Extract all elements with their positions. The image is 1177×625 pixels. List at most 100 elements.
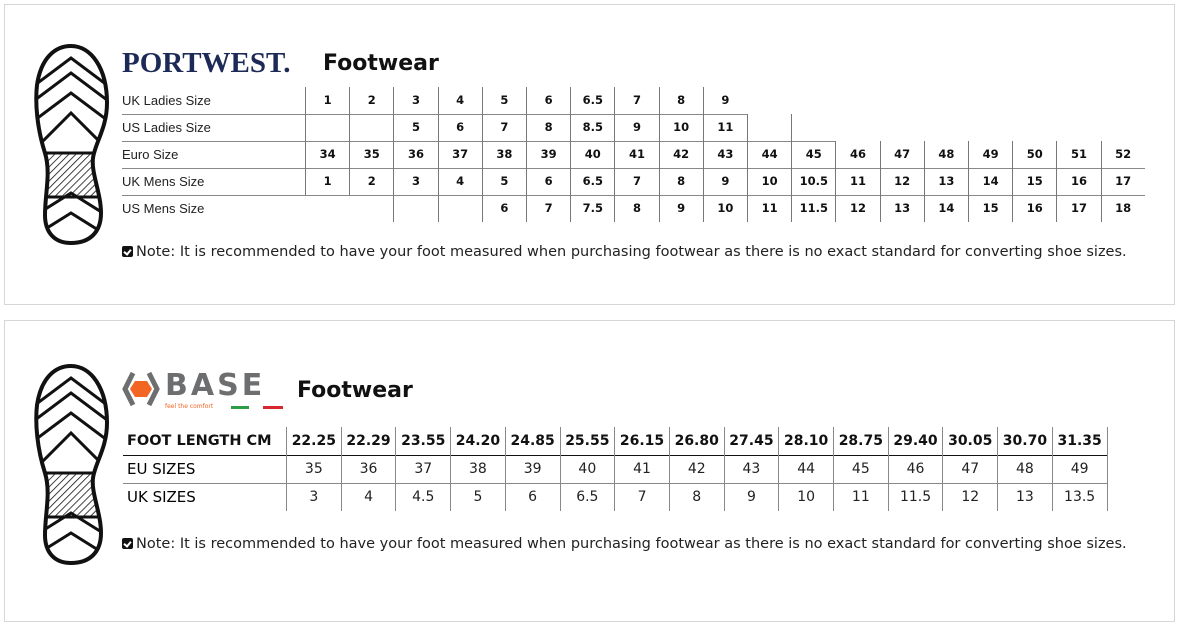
size-cell: 15 [968, 195, 1012, 222]
size-cell: 13.5 [1051, 483, 1107, 511]
portwest-note: Note: It is recommended to have your foo… [122, 243, 1127, 261]
size-cell: 30.70 [997, 427, 1052, 455]
size-cell: 8 [614, 195, 658, 222]
size-cell: 34 [305, 141, 349, 168]
size-cell [393, 195, 437, 222]
base-title: Footwear [297, 378, 413, 403]
size-cell: 14 [923, 195, 968, 222]
size-cell: 22.25 [286, 427, 341, 455]
size-cell: 3 [286, 483, 341, 511]
size-cell: 38 [450, 455, 505, 483]
size-cell: 28.10 [778, 427, 833, 455]
size-cell [349, 114, 393, 141]
row-divider [122, 195, 1145, 196]
size-cell: 9 [614, 114, 658, 141]
size-cell: 40 [559, 455, 615, 483]
row-label: EU SIZES [127, 460, 196, 478]
size-cell: 14 [968, 168, 1012, 195]
size-cell: 31.35 [1051, 427, 1107, 455]
size-cell: 16 [1056, 168, 1100, 195]
size-cell: 7 [526, 195, 570, 222]
size-cell: 7 [614, 483, 669, 511]
size-cell: 6 [526, 87, 570, 114]
size-cell: 6.5 [570, 168, 614, 195]
size-cell: 44 [747, 141, 791, 168]
size-cell: 42 [668, 455, 724, 483]
size-cell: 18 [1100, 195, 1145, 222]
size-cell: 46 [835, 141, 879, 168]
column-edge [1106, 483, 1108, 511]
size-cell: 26.15 [614, 427, 669, 455]
size-cell: 35 [349, 141, 393, 168]
size-cell: 11 [835, 168, 879, 195]
shoe-sole-icon [31, 43, 111, 247]
size-cell: 45 [833, 455, 888, 483]
base-tagline: feel the comfort [165, 403, 214, 410]
size-cell: 48 [997, 455, 1052, 483]
italy-flag-stripe [231, 406, 249, 409]
portwest-panel: PORTWEST. Footwear UK Ladies Size 1 2 3 4 5 6 6… [4, 4, 1175, 305]
size-cell: 22.29 [340, 427, 396, 455]
size-cell: 8 [658, 87, 703, 114]
size-cell: 12 [942, 483, 997, 511]
italy-flag-stripe-red [263, 406, 283, 409]
size-cell: 10 [778, 483, 833, 511]
size-cell: 13 [879, 195, 924, 222]
size-cell: 4 [437, 168, 482, 195]
size-cell: 3 [393, 87, 437, 114]
size-cell: 5 [481, 87, 526, 114]
size-cell: 25.55 [559, 427, 615, 455]
size-cell [437, 195, 482, 222]
note-check-icon [122, 246, 133, 257]
size-cell: 11 [833, 483, 888, 511]
note-text: Note: It is recommended to have your foo… [136, 536, 1127, 552]
size-cell: 39 [526, 141, 570, 168]
size-cell: 6 [481, 195, 526, 222]
size-cell: 39 [504, 455, 560, 483]
size-cell: 35 [286, 455, 341, 483]
size-cell: 12 [879, 168, 924, 195]
size-cell: 11 [747, 195, 791, 222]
size-cell: 17 [1056, 195, 1100, 222]
size-cell: 48 [923, 141, 968, 168]
size-cell: 23.55 [395, 427, 450, 455]
size-cell: 11.5 [791, 195, 835, 222]
note-check-icon [122, 538, 133, 549]
size-cell: 4.5 [395, 483, 450, 511]
row-label: FOOT LENGTH CM [127, 433, 272, 449]
size-cell: 8 [526, 114, 570, 141]
row-label: UK Mens Size [122, 174, 205, 189]
size-cell: 29.40 [887, 427, 943, 455]
size-cell: 47 [879, 141, 924, 168]
size-cell: 41 [614, 141, 658, 168]
base-hex-icon [122, 371, 160, 407]
size-cell: 10 [658, 114, 703, 141]
column-edge [1106, 455, 1108, 483]
size-cell: 8 [658, 168, 703, 195]
row-label: UK SIZES [127, 488, 196, 506]
size-cell: 11.5 [887, 483, 943, 511]
size-cell: 51 [1056, 141, 1100, 168]
size-cell: 13 [923, 168, 968, 195]
size-cell: 4 [437, 87, 482, 114]
size-cell: 49 [1051, 455, 1107, 483]
size-cell: 24.85 [504, 427, 560, 455]
size-cell: 30.05 [942, 427, 997, 455]
size-cell: 7 [614, 168, 658, 195]
portwest-logo: PORTWEST. [122, 47, 291, 79]
size-cell: 11 [702, 114, 747, 141]
size-cell: 44 [778, 455, 833, 483]
size-cell: 16 [1012, 195, 1056, 222]
size-cell: 7.5 [570, 195, 614, 222]
shoe-sole-icon [31, 363, 111, 567]
size-cell [305, 114, 349, 141]
size-cell: 6 [437, 114, 482, 141]
size-cell: 36 [340, 455, 396, 483]
size-cell: 26.80 [668, 427, 724, 455]
size-cell: 9 [702, 168, 747, 195]
size-cell: 24.20 [450, 427, 505, 455]
size-cell: 9 [723, 483, 779, 511]
size-cell: 41 [614, 455, 669, 483]
size-cell: 6 [526, 168, 570, 195]
size-cell: 1 [305, 168, 349, 195]
